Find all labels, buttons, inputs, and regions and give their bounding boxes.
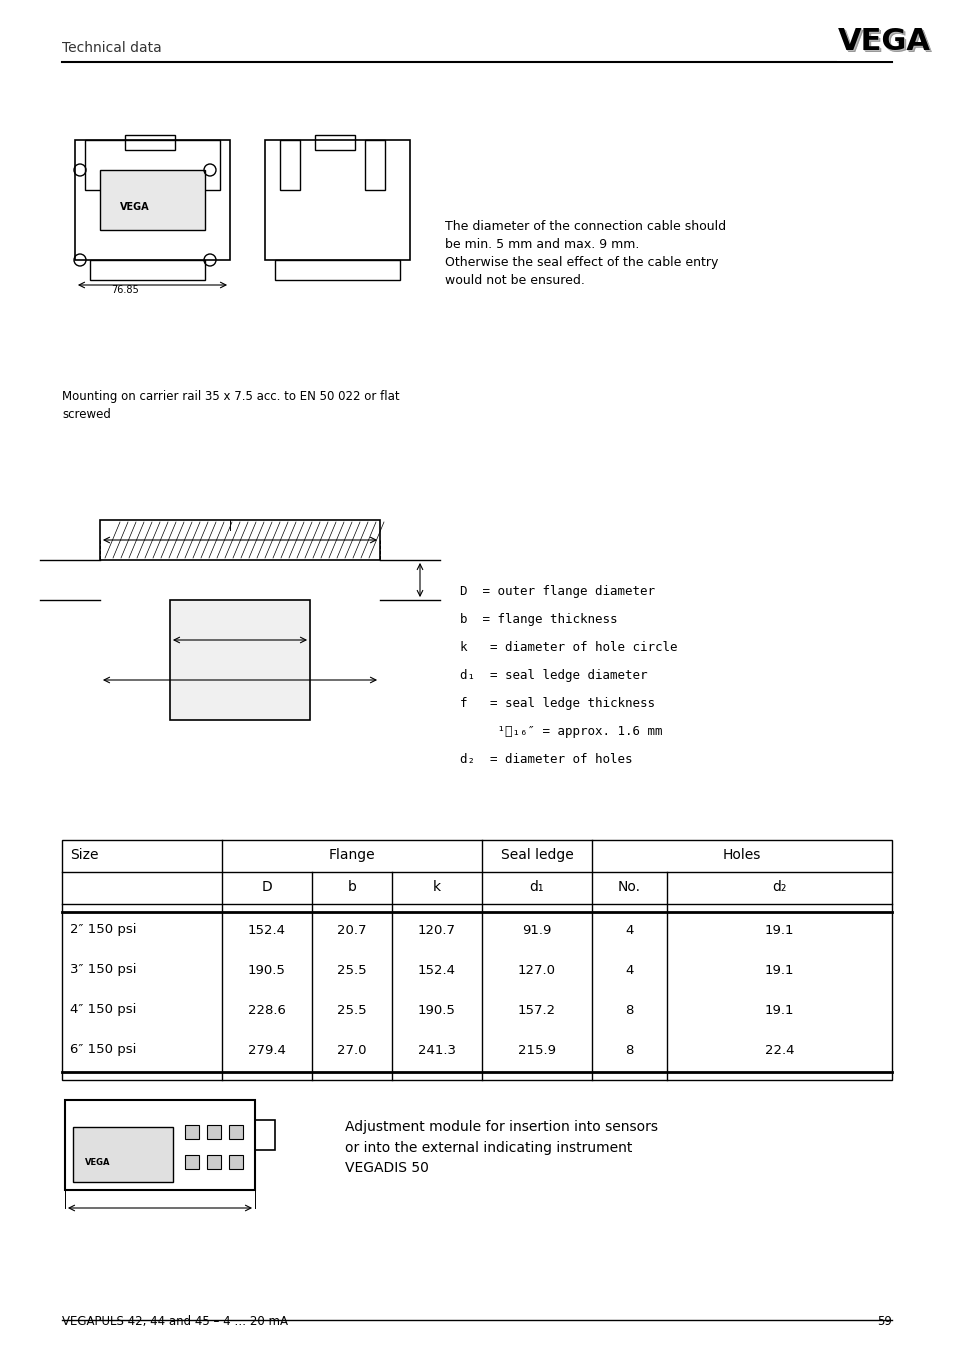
Text: d₁: d₁ <box>529 880 543 894</box>
Text: 190.5: 190.5 <box>248 964 286 976</box>
Bar <box>265 141 410 260</box>
Text: Adjustment module for insertion into sensors
or into the external indicating ins: Adjustment module for insertion into sen… <box>345 1119 658 1175</box>
Text: 152.4: 152.4 <box>248 923 286 937</box>
Text: 152.4: 152.4 <box>417 964 456 976</box>
Text: 215.9: 215.9 <box>517 1044 556 1056</box>
Text: Mounting on carrier rail 35 x 7.5 acc. to EN 50 022 or flat
screwed: Mounting on carrier rail 35 x 7.5 acc. t… <box>62 389 399 420</box>
Text: 19.1: 19.1 <box>764 1003 794 1017</box>
Text: 8: 8 <box>624 1003 633 1017</box>
Text: 228.6: 228.6 <box>248 1003 286 1017</box>
Bar <box>185 1155 199 1169</box>
Bar <box>365 141 385 191</box>
Text: 27.0: 27.0 <box>337 1044 366 1056</box>
Text: Holes: Holes <box>722 848 760 863</box>
Bar <box>185 1125 199 1138</box>
Text: 241.3: 241.3 <box>417 1044 456 1056</box>
Bar <box>314 135 355 150</box>
Text: 157.2: 157.2 <box>517 1003 556 1017</box>
Text: b: b <box>347 880 356 894</box>
Text: 190.5: 190.5 <box>417 1003 456 1017</box>
Bar <box>75 141 230 260</box>
Text: f   = seal ledge thickness: f = seal ledge thickness <box>459 698 655 710</box>
Text: The diameter of the connection cable should
be min. 5 mm and max. 9 mm.
Otherwis: The diameter of the connection cable sho… <box>444 220 725 287</box>
Text: 6″ 150 psi: 6″ 150 psi <box>70 1044 136 1056</box>
Bar <box>229 1155 243 1169</box>
Text: k: k <box>433 880 440 894</box>
Bar <box>170 600 310 721</box>
Bar <box>65 1101 254 1190</box>
Text: VEGA: VEGA <box>85 1159 111 1167</box>
Text: 25.5: 25.5 <box>336 1003 366 1017</box>
Text: 3″ 150 psi: 3″ 150 psi <box>70 964 136 976</box>
Bar <box>207 1155 221 1169</box>
Text: D  = outer flange diameter: D = outer flange diameter <box>459 585 655 598</box>
Text: Size: Size <box>70 848 98 863</box>
Bar <box>207 1125 221 1138</box>
Text: VEGA: VEGA <box>837 27 930 55</box>
Text: 59: 59 <box>876 1315 891 1328</box>
Text: d₂  = diameter of holes: d₂ = diameter of holes <box>459 753 632 767</box>
Bar <box>254 1119 274 1151</box>
Text: VEGA: VEGA <box>840 28 932 58</box>
Bar <box>280 141 299 191</box>
Text: VEGAPULS 42, 44 and 45 – 4 … 20 mA: VEGAPULS 42, 44 and 45 – 4 … 20 mA <box>62 1315 288 1328</box>
Text: 127.0: 127.0 <box>517 964 556 976</box>
Text: 91.9: 91.9 <box>521 923 551 937</box>
Text: 120.7: 120.7 <box>417 923 456 937</box>
Bar <box>73 1128 172 1182</box>
Text: 25.5: 25.5 <box>336 964 366 976</box>
Text: b  = flange thickness: b = flange thickness <box>459 612 617 626</box>
Text: VEGA: VEGA <box>120 201 150 212</box>
Bar <box>229 1125 243 1138</box>
Text: 279.4: 279.4 <box>248 1044 286 1056</box>
Text: 19.1: 19.1 <box>764 964 794 976</box>
Text: 19.1: 19.1 <box>764 923 794 937</box>
Text: 20.7: 20.7 <box>337 923 366 937</box>
Text: 76.85: 76.85 <box>111 285 139 295</box>
Text: 2″ 150 psi: 2″ 150 psi <box>70 923 136 937</box>
Text: d₁  = seal ledge diameter: d₁ = seal ledge diameter <box>459 669 647 681</box>
Bar <box>100 521 379 560</box>
Text: 4: 4 <box>624 964 633 976</box>
Text: VEGA: VEGA <box>838 28 931 57</box>
Bar <box>62 840 891 1080</box>
Bar <box>274 260 399 280</box>
Text: d₂: d₂ <box>772 880 786 894</box>
Text: 4″ 150 psi: 4″ 150 psi <box>70 1003 136 1017</box>
Bar <box>90 260 205 280</box>
Bar <box>100 170 205 230</box>
Text: 22.4: 22.4 <box>764 1044 794 1056</box>
Text: 8: 8 <box>624 1044 633 1056</box>
Text: k   = diameter of hole circle: k = diameter of hole circle <box>459 641 677 654</box>
Text: VEGA: VEGA <box>840 28 932 58</box>
Text: D: D <box>261 880 273 894</box>
Bar <box>125 135 174 150</box>
Text: Seal ledge: Seal ledge <box>500 848 573 863</box>
Text: No.: No. <box>618 880 640 894</box>
Text: ¹⁄₁₆″ = approx. 1.6 mm: ¹⁄₁₆″ = approx. 1.6 mm <box>459 725 661 738</box>
Text: Flange: Flange <box>329 848 375 863</box>
Bar <box>85 141 220 191</box>
Text: 4: 4 <box>624 923 633 937</box>
Text: Technical data: Technical data <box>62 41 162 55</box>
